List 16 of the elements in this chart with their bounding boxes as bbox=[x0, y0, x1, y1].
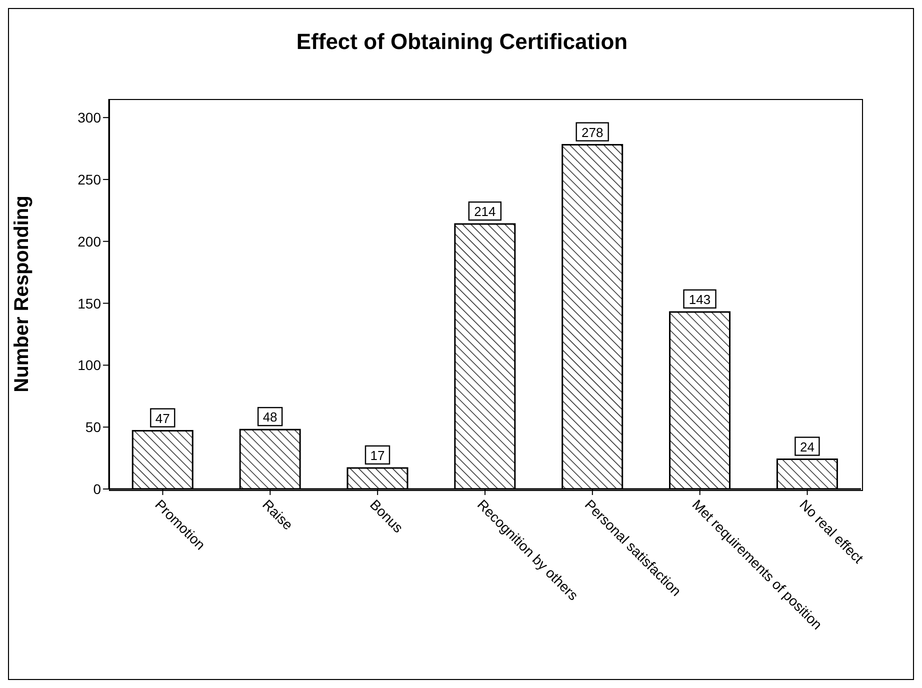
data-label: 17 bbox=[370, 448, 385, 463]
y-tick-label: 50 bbox=[85, 419, 102, 436]
data-label: 143 bbox=[688, 292, 711, 307]
data-label: 24 bbox=[800, 439, 814, 454]
y-tick-label: 150 bbox=[78, 295, 102, 312]
y-tick-label: 200 bbox=[78, 233, 102, 250]
data-label: 47 bbox=[155, 410, 170, 426]
data-label: 48 bbox=[262, 410, 278, 425]
chart-title: Effect of Obtaining Certification bbox=[295, 29, 629, 55]
data-label: 278 bbox=[581, 124, 604, 140]
y-tick-label: 0 bbox=[93, 480, 102, 497]
data-label: 214 bbox=[474, 204, 496, 220]
y-tick-label: 250 bbox=[78, 171, 102, 188]
y-tick-label: 300 bbox=[78, 110, 102, 126]
y-axis-title: Number Responding bbox=[11, 196, 34, 392]
y-tick-label: 100 bbox=[78, 357, 102, 374]
